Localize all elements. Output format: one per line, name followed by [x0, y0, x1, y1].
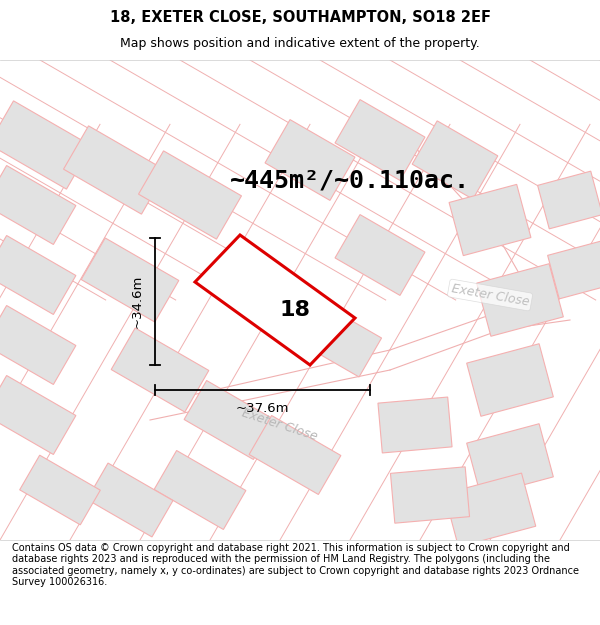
- Polygon shape: [548, 241, 600, 299]
- Polygon shape: [449, 184, 531, 256]
- Text: Exeter Close: Exeter Close: [241, 407, 320, 443]
- Polygon shape: [378, 397, 452, 453]
- Polygon shape: [467, 424, 553, 496]
- Polygon shape: [467, 344, 553, 416]
- Polygon shape: [391, 467, 470, 523]
- Polygon shape: [412, 121, 498, 199]
- Polygon shape: [538, 171, 600, 229]
- Polygon shape: [184, 381, 276, 459]
- Polygon shape: [154, 451, 246, 529]
- Polygon shape: [0, 166, 76, 244]
- Polygon shape: [20, 455, 100, 525]
- Polygon shape: [476, 264, 563, 336]
- Text: ~445m²/~0.110ac.: ~445m²/~0.110ac.: [230, 168, 470, 192]
- Polygon shape: [335, 214, 425, 296]
- Polygon shape: [0, 236, 76, 314]
- Polygon shape: [64, 126, 166, 214]
- Text: Map shows position and indicative extent of the property.: Map shows position and indicative extent…: [120, 37, 480, 50]
- Polygon shape: [87, 463, 173, 537]
- Polygon shape: [111, 328, 209, 412]
- Text: Contains OS data © Crown copyright and database right 2021. This information is : Contains OS data © Crown copyright and d…: [12, 542, 579, 588]
- Polygon shape: [0, 376, 76, 454]
- Polygon shape: [0, 101, 91, 189]
- Polygon shape: [0, 306, 76, 384]
- Text: ~37.6m: ~37.6m: [236, 401, 289, 414]
- Polygon shape: [81, 238, 179, 322]
- Polygon shape: [265, 119, 355, 201]
- Text: 18: 18: [280, 300, 311, 320]
- Polygon shape: [335, 99, 425, 181]
- Polygon shape: [195, 235, 355, 365]
- Text: Exeter Close: Exeter Close: [450, 282, 530, 308]
- Polygon shape: [298, 303, 382, 377]
- Polygon shape: [249, 416, 341, 494]
- Polygon shape: [139, 151, 241, 239]
- Text: ~34.6m: ~34.6m: [131, 275, 143, 328]
- Polygon shape: [444, 473, 536, 547]
- Text: 18, EXETER CLOSE, SOUTHAMPTON, SO18 2EF: 18, EXETER CLOSE, SOUTHAMPTON, SO18 2EF: [110, 11, 491, 26]
